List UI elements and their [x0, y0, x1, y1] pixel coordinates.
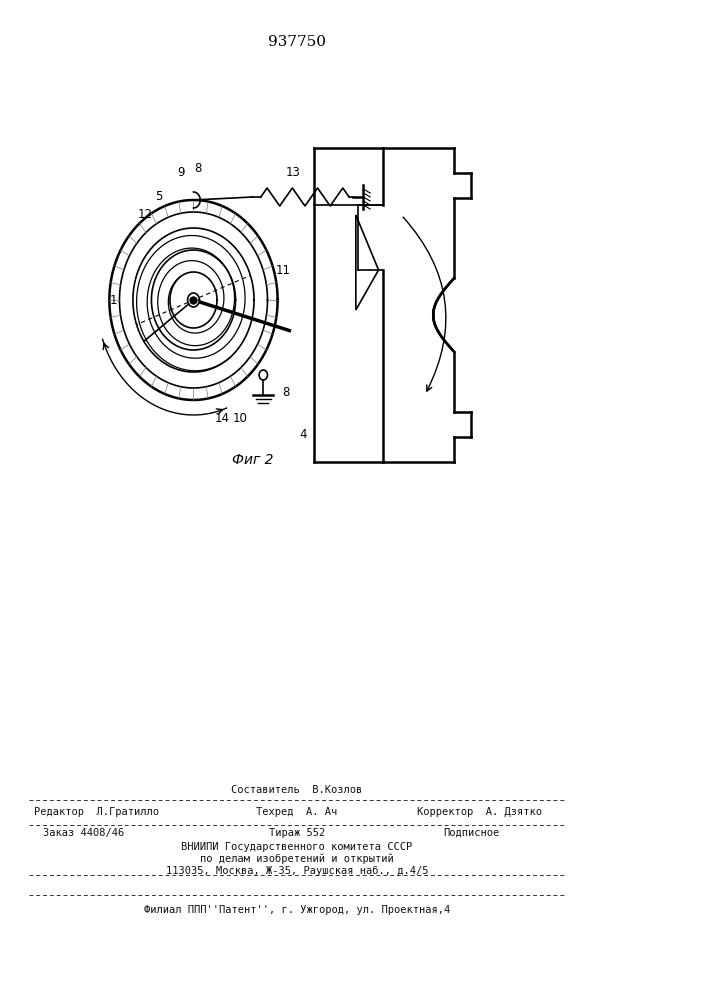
Text: 8: 8: [194, 161, 201, 174]
Text: Тираж 552: Тираж 552: [269, 828, 325, 838]
Text: 1: 1: [110, 294, 117, 306]
Text: 13: 13: [286, 165, 300, 178]
Text: 12: 12: [137, 209, 152, 222]
Text: 937750: 937750: [268, 35, 326, 49]
Text: 14: 14: [215, 412, 230, 424]
Text: Филиал ППП''Патент'', г. Ужгород, ул. Проектная,4: Филиал ППП''Патент'', г. Ужгород, ул. Пр…: [144, 905, 450, 915]
Text: 9: 9: [177, 166, 185, 180]
Text: Заказ 4408/46: Заказ 4408/46: [44, 828, 124, 838]
Text: Фиг 2: Фиг 2: [232, 453, 273, 467]
Text: 4: 4: [299, 428, 307, 442]
Text: по делам изобретений и открытий: по делам изобретений и открытий: [200, 854, 394, 864]
Text: ВНИИПИ Государственного комитета СССР: ВНИИПИ Государственного комитета СССР: [181, 842, 413, 852]
Text: Подписное: Подписное: [443, 828, 499, 838]
Text: Составитель  В.Козлов: Составитель В.Козлов: [231, 785, 363, 795]
Text: 5: 5: [156, 190, 163, 202]
Text: 113035, Москва, Ж-35, Раушская наб., д.4/5: 113035, Москва, Ж-35, Раушская наб., д.4…: [165, 866, 428, 876]
Text: 11: 11: [276, 263, 291, 276]
Text: Редактор  Л.Гратилло: Редактор Л.Гратилло: [34, 807, 159, 817]
Text: Техред  А. Ач: Техред А. Ач: [257, 807, 337, 817]
Text: Корректор  А. Дзятко: Корректор А. Дзятко: [417, 807, 542, 817]
Text: 10: 10: [233, 412, 247, 424]
Text: 8: 8: [282, 386, 290, 399]
